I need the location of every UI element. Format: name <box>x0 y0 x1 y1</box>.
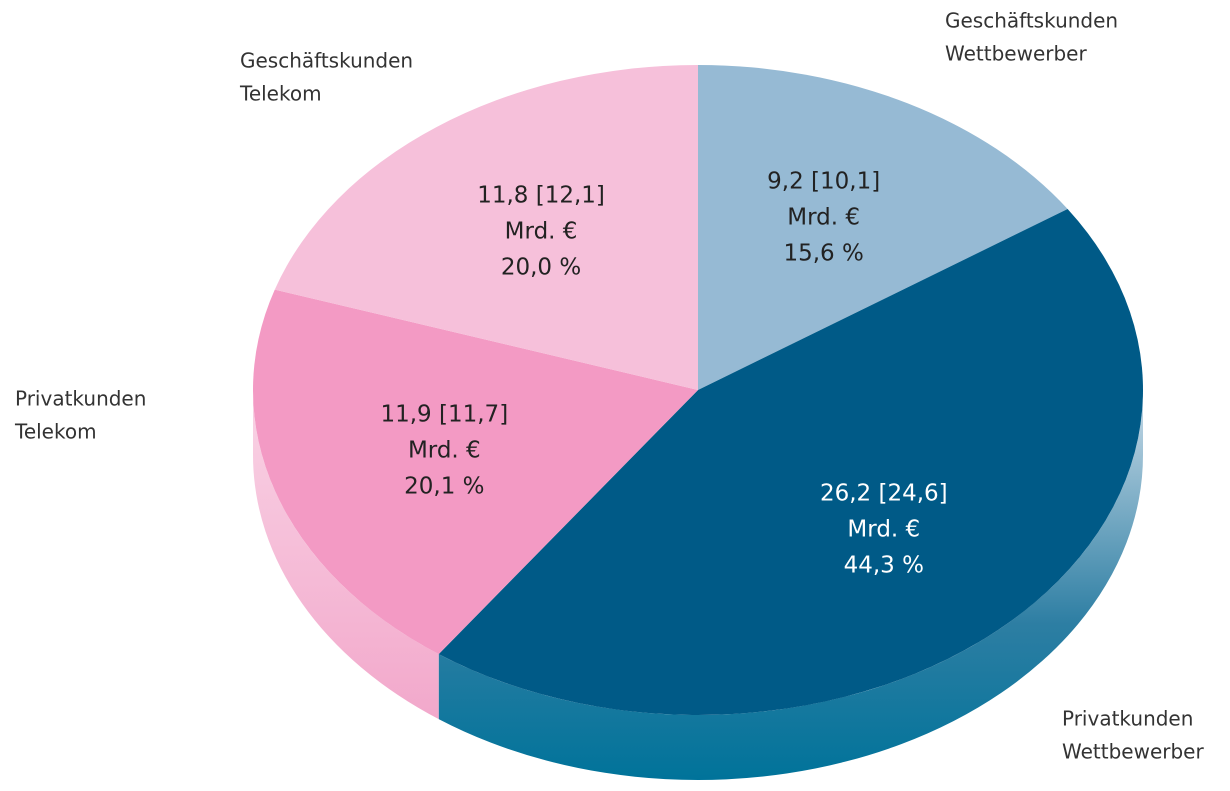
data-label: Mrd. € <box>787 204 860 230</box>
pie-sides <box>253 390 1143 781</box>
category-label: Wettbewerber <box>945 42 1087 66</box>
pie-top <box>253 65 1143 715</box>
slice <box>698 65 1068 390</box>
data-label: 20,1 % <box>404 473 484 499</box>
labels: 9,2 [10,1] Mrd. € 15,6 % Geschäftskunden Wet… <box>14 9 1204 764</box>
data-label: 20,0 % <box>501 255 581 281</box>
data-label: 15,6 % <box>783 240 863 266</box>
category-label: Geschäftskunden <box>240 49 413 73</box>
category-label: Privatkunden <box>1062 707 1193 731</box>
data-label: Mrd. € <box>847 517 920 543</box>
data-label: Mrd. € <box>505 219 578 245</box>
data-label: 11,8 [12,1] <box>477 183 605 209</box>
data-label: Mrd. € <box>408 437 481 463</box>
data-label: 44,3 % <box>844 553 924 579</box>
category-label: Telekom <box>14 420 97 444</box>
slice <box>274 65 698 390</box>
data-label: 26,2 [24,6] <box>820 481 948 507</box>
slice <box>438 209 1143 715</box>
category-label: Wettbewerber <box>1062 740 1204 764</box>
category-label: Privatkunden <box>15 387 146 411</box>
category-label: Geschäftskunden <box>945 9 1118 33</box>
data-label: 11,9 [11,7] <box>380 401 508 427</box>
slice-side <box>253 390 439 720</box>
slice <box>253 289 698 655</box>
data-label: 9,2 [10,1] <box>767 168 880 194</box>
category-label: Telekom <box>239 82 322 106</box>
slice-side <box>438 390 1143 781</box>
